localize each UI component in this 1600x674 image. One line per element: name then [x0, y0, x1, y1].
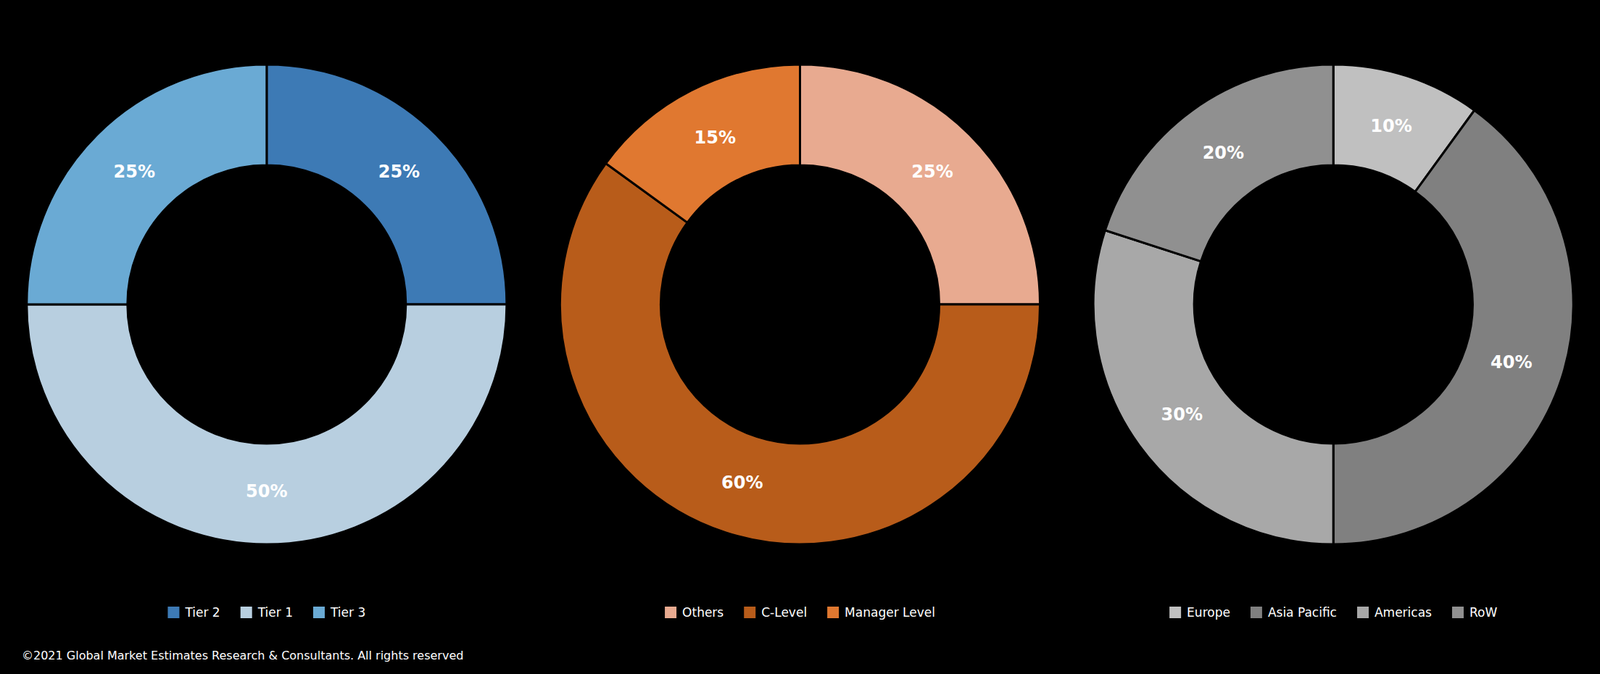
data-label: 25% — [911, 161, 953, 182]
slices — [1093, 64, 1574, 545]
legend-swatch — [1169, 606, 1181, 619]
donut-slice — [26, 64, 267, 305]
data-label: 50% — [245, 481, 288, 502]
legend-item: Tier 3 — [313, 605, 366, 620]
donut-slice — [559, 163, 1040, 545]
legend-label: Tier 3 — [329, 605, 366, 620]
chart-canvas: 25% 50% 25% Tier 2 Tier 1 Tier 3 25% 60% 15% Othe… — [0, 0, 1600, 674]
data-label: 60% — [721, 472, 763, 493]
legend: Tier 2 Tier 1 Tier 3 — [167, 605, 366, 620]
donut-slice — [800, 64, 1041, 305]
legend-swatch — [313, 606, 325, 619]
data-label: 15% — [694, 127, 736, 148]
legend-item: Manager Level — [827, 605, 936, 620]
legend-label: C-Level — [761, 605, 807, 620]
data-label: 40% — [1490, 352, 1532, 373]
legend-swatch — [1250, 606, 1263, 619]
data-labels: 25% 60% 15% — [694, 127, 954, 493]
legend-swatch — [743, 606, 756, 619]
legend-label: Americas — [1374, 605, 1432, 620]
slices — [26, 64, 507, 545]
data-label: 25% — [113, 161, 156, 182]
donut-slice — [606, 64, 801, 223]
data-label: 20% — [1202, 142, 1245, 164]
legend-swatch — [827, 606, 839, 619]
legend-swatch — [1357, 606, 1369, 619]
donut-slice — [266, 64, 507, 305]
data-labels: 25% 50% 25% — [113, 161, 421, 502]
legend-item: Americas — [1357, 605, 1432, 620]
data-label: 25% — [378, 161, 420, 182]
slices — [559, 64, 1040, 545]
legend-label: Tier 1 — [257, 605, 293, 620]
legend-swatch — [1452, 606, 1464, 619]
legend-label: RoW — [1469, 605, 1498, 620]
legend-swatch — [664, 606, 677, 619]
background — [0, 0, 1600, 674]
footer: ©2021 Global Market Estimates Research &… — [21, 648, 464, 663]
legend-swatch — [167, 606, 180, 619]
data-label: 30% — [1161, 404, 1203, 425]
donut-slice — [1093, 230, 1334, 545]
legend-label: Manager Level — [844, 605, 936, 620]
legend-item: C-Level — [743, 605, 807, 620]
data-label: 10% — [1370, 115, 1412, 137]
legend: Europe Asia Pacific Americas RoW — [1169, 605, 1498, 620]
legend-item: Europe — [1169, 605, 1231, 620]
donut-slice — [1104, 64, 1334, 262]
legend-swatch — [240, 606, 253, 619]
legend-item: Asia Pacific — [1250, 605, 1337, 620]
donut-chart: 25% 60% 15% — [559, 64, 1040, 545]
legend-label: Asia Pacific — [1267, 605, 1337, 620]
legend-label: Others — [682, 605, 724, 620]
legend-label: Tier 2 — [184, 605, 220, 620]
donut-chart: 25% 50% 25% — [26, 64, 507, 545]
legend: Others C-Level Manager Level — [664, 605, 936, 620]
legend-item: RoW — [1452, 605, 1498, 620]
legend-label: Europe — [1186, 605, 1231, 620]
data-labels: 10% 40% 30% 20% — [1161, 115, 1533, 425]
legend-item: Tier 2 — [167, 605, 220, 620]
donut-chart: 10% 40% 30% 20% — [1093, 64, 1574, 545]
donut-slice — [1333, 110, 1574, 545]
donut-slice — [26, 304, 507, 545]
legend-item: Tier 1 — [240, 605, 293, 620]
legend-item: Others — [664, 605, 724, 620]
